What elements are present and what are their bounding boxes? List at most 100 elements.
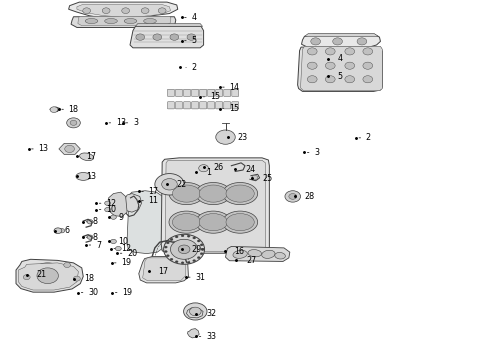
Circle shape — [122, 8, 129, 14]
Ellipse shape — [172, 185, 201, 202]
Circle shape — [54, 228, 62, 234]
Ellipse shape — [222, 183, 258, 204]
Circle shape — [74, 276, 80, 281]
Text: 18: 18 — [84, 274, 94, 283]
Circle shape — [193, 260, 196, 262]
Circle shape — [164, 246, 167, 248]
Circle shape — [87, 220, 93, 224]
Circle shape — [24, 275, 30, 280]
Circle shape — [87, 235, 93, 239]
Circle shape — [200, 253, 203, 255]
FancyBboxPatch shape — [184, 89, 191, 96]
Circle shape — [311, 38, 320, 45]
Circle shape — [187, 235, 190, 237]
Circle shape — [345, 62, 355, 69]
Text: 23: 23 — [238, 132, 248, 141]
Text: 5: 5 — [192, 36, 196, 45]
Circle shape — [201, 248, 204, 250]
Ellipse shape — [226, 185, 254, 202]
Circle shape — [175, 261, 178, 263]
Circle shape — [178, 245, 190, 253]
Circle shape — [197, 240, 200, 242]
Ellipse shape — [169, 183, 204, 204]
Text: 10: 10 — [118, 237, 128, 246]
Circle shape — [111, 215, 116, 219]
Polygon shape — [225, 247, 290, 261]
Circle shape — [307, 62, 317, 69]
Text: 32: 32 — [206, 309, 216, 318]
Polygon shape — [19, 263, 78, 290]
Circle shape — [105, 201, 111, 205]
Text: 12: 12 — [106, 199, 116, 208]
Polygon shape — [161, 158, 270, 253]
Text: 18: 18 — [69, 105, 78, 114]
FancyBboxPatch shape — [192, 102, 198, 109]
Text: 20: 20 — [127, 249, 137, 258]
Circle shape — [363, 76, 373, 83]
Ellipse shape — [144, 18, 156, 23]
Polygon shape — [143, 258, 186, 281]
Circle shape — [184, 303, 207, 320]
Circle shape — [307, 48, 317, 55]
Text: 16: 16 — [234, 247, 245, 256]
Text: 11: 11 — [148, 196, 159, 205]
Text: 4: 4 — [338, 54, 343, 63]
Polygon shape — [139, 256, 189, 283]
Circle shape — [155, 174, 184, 195]
Circle shape — [307, 76, 317, 83]
Circle shape — [190, 307, 201, 316]
Circle shape — [363, 62, 373, 69]
Text: 8: 8 — [93, 233, 98, 242]
Text: 26: 26 — [213, 163, 223, 172]
Text: 13: 13 — [116, 118, 126, 127]
FancyBboxPatch shape — [168, 89, 174, 96]
Text: 1: 1 — [206, 168, 211, 177]
Text: 33: 33 — [206, 332, 216, 341]
Circle shape — [285, 191, 300, 202]
Text: 30: 30 — [88, 288, 98, 297]
Polygon shape — [188, 329, 199, 338]
Ellipse shape — [233, 250, 247, 258]
Circle shape — [65, 145, 74, 153]
Circle shape — [153, 34, 162, 40]
Circle shape — [197, 257, 200, 259]
Polygon shape — [127, 191, 163, 253]
FancyBboxPatch shape — [216, 102, 222, 109]
Polygon shape — [16, 259, 83, 292]
Circle shape — [357, 38, 367, 45]
Polygon shape — [122, 194, 142, 212]
Text: 17: 17 — [148, 187, 159, 196]
Circle shape — [181, 262, 184, 264]
FancyBboxPatch shape — [208, 89, 215, 96]
Ellipse shape — [105, 18, 117, 23]
Circle shape — [67, 118, 80, 128]
Text: 22: 22 — [177, 180, 187, 189]
Ellipse shape — [76, 172, 91, 180]
Circle shape — [345, 76, 355, 83]
FancyBboxPatch shape — [200, 89, 206, 96]
Text: 6: 6 — [65, 226, 70, 235]
Circle shape — [164, 234, 204, 264]
FancyBboxPatch shape — [208, 102, 215, 109]
Polygon shape — [187, 308, 203, 318]
Text: 28: 28 — [304, 192, 315, 201]
Circle shape — [216, 130, 235, 144]
FancyBboxPatch shape — [175, 89, 182, 96]
Circle shape — [70, 120, 77, 125]
Ellipse shape — [196, 211, 231, 233]
Circle shape — [170, 258, 173, 260]
Text: 10: 10 — [106, 205, 116, 214]
Circle shape — [50, 107, 58, 112]
Circle shape — [363, 48, 373, 55]
Circle shape — [201, 248, 204, 250]
Circle shape — [199, 165, 208, 172]
FancyBboxPatch shape — [192, 89, 198, 96]
Ellipse shape — [222, 211, 258, 233]
Circle shape — [345, 48, 355, 55]
Text: 4: 4 — [192, 13, 196, 22]
Ellipse shape — [85, 18, 98, 23]
Circle shape — [105, 207, 111, 212]
Circle shape — [175, 236, 178, 238]
Ellipse shape — [275, 252, 285, 259]
Circle shape — [187, 261, 190, 264]
